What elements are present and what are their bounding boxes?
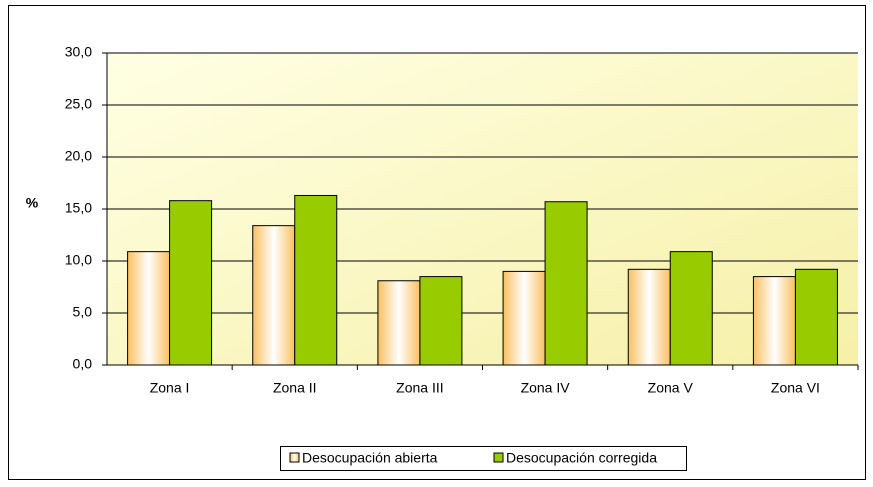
legend-swatch — [289, 452, 300, 463]
legend-swatch — [493, 452, 504, 463]
bar — [419, 276, 463, 366]
bar — [669, 251, 713, 366]
x-tick-label: Zona V — [648, 380, 694, 396]
legend-box — [280, 446, 687, 471]
bar — [294, 194, 338, 366]
bar — [502, 270, 546, 366]
bar — [252, 225, 296, 366]
bar — [377, 280, 421, 366]
y-tick-label: 30,0 — [65, 44, 92, 60]
bar — [169, 200, 213, 366]
y-tick-label: 20,0 — [65, 148, 92, 164]
y-tick-label: 10,0 — [65, 252, 92, 268]
bar — [627, 268, 671, 366]
y-axis-label: % — [26, 195, 39, 211]
x-tick-label: Zona I — [150, 380, 190, 396]
y-tick-label: 0,0 — [73, 356, 93, 372]
x-tick-label: Zona III — [396, 380, 443, 396]
x-tick-label: Zona IV — [521, 380, 571, 396]
bar — [752, 276, 796, 366]
x-tick-label: Zona II — [273, 380, 317, 396]
bar — [794, 268, 838, 366]
y-tick-label: 25,0 — [65, 96, 92, 112]
y-tick-label: 5,0 — [73, 304, 93, 320]
bar — [127, 251, 171, 366]
x-tick-label: Zona VI — [771, 380, 820, 396]
y-tick-label: 15,0 — [65, 200, 92, 216]
legend-label: Desocupación corregida — [506, 450, 657, 466]
bar — [544, 201, 588, 366]
legend-label: Desocupación abierta — [302, 450, 438, 466]
